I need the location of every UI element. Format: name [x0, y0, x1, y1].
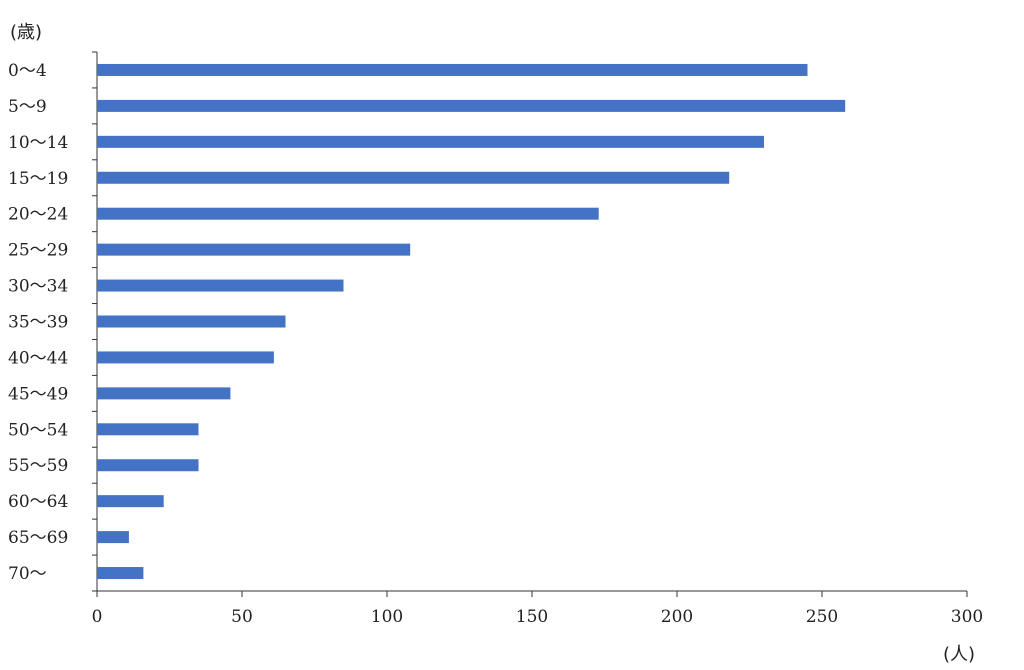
bar-7 [97, 315, 286, 328]
y-tick-label-7: 35～39 [8, 313, 68, 333]
x-tick-label-1: 50 [231, 607, 253, 627]
y-tick-label-10: 50～54 [8, 420, 68, 440]
bar-5 [97, 243, 411, 256]
bar-0 [97, 63, 808, 76]
y-tick-label-6: 30～34 [8, 277, 68, 297]
x-tick-label-3: 150 [516, 607, 548, 627]
y-tick-label-13: 65～69 [8, 528, 68, 548]
bar-2 [97, 135, 764, 148]
bar-9 [97, 387, 231, 400]
x-tick-label-2: 100 [371, 607, 403, 627]
x-tick-label-5: 250 [806, 607, 838, 627]
y-tick-label-11: 55～59 [8, 456, 68, 476]
y-tick-label-0: 0～4 [8, 61, 47, 81]
bar-3 [97, 171, 730, 184]
x-tick-label-0: 0 [92, 607, 103, 627]
bar-4 [97, 207, 599, 220]
bar-13 [97, 531, 129, 544]
bar-8 [97, 351, 274, 364]
y-axis-title: (歳) [10, 22, 42, 43]
y-tick-label-14: 70～ [8, 564, 47, 584]
bar-11 [97, 459, 199, 472]
y-tick-label-12: 60～64 [8, 492, 68, 512]
y-tick-label-8: 40～44 [8, 348, 68, 368]
x-axis-title: (人) [943, 644, 975, 665]
y-tick-label-9: 45～49 [8, 384, 68, 404]
bar-10 [97, 423, 199, 436]
y-tick-label-2: 10～14 [8, 133, 68, 153]
y-tick-label-1: 5～9 [8, 97, 47, 117]
y-tick-label-5: 25～29 [8, 241, 68, 261]
x-tick-label-6: 300 [951, 607, 983, 627]
bar-1 [97, 99, 846, 112]
bar-6 [97, 279, 344, 292]
bar-12 [97, 495, 164, 508]
bar-14 [97, 567, 144, 580]
x-tick-label-4: 200 [661, 607, 693, 627]
plot-area: 0～4 5～9 10～14 15～19 20～24 25～29 30～34 35～39 40～4… [8, 51, 983, 627]
y-tick-label-4: 20～24 [8, 205, 68, 225]
y-tick-label-3: 15～19 [8, 169, 68, 189]
